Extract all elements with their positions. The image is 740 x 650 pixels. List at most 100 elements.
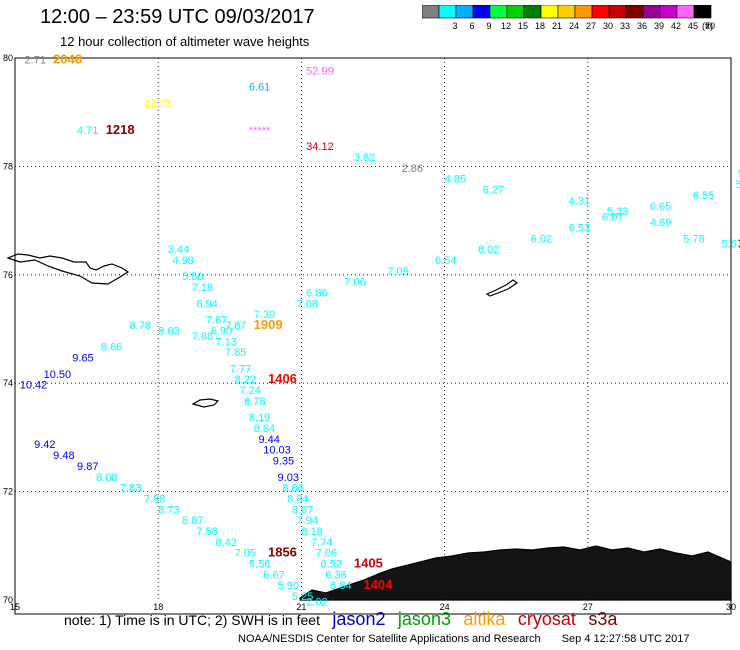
wave-height-label: 8.22: [235, 374, 256, 386]
wave-height-label: 1405: [354, 555, 383, 570]
wave-height-label: 8.87: [182, 515, 203, 527]
wave-height-label: 2048: [53, 51, 82, 66]
satellite-altika: altika: [463, 609, 506, 629]
wave-height-label: 7.67: [225, 320, 246, 332]
wave-height-label: 6.90: [211, 325, 232, 337]
wave-height-label: 2.86: [402, 163, 423, 175]
note-row: note: 1) Time is in UTC; 2) SWH is in fe…: [64, 609, 617, 630]
wave-height-label: 7.83: [120, 483, 141, 495]
wave-height-label: 5.50: [182, 271, 203, 283]
wave-height-label: 6.27: [483, 185, 504, 197]
wave-height-label: 6.53: [569, 222, 590, 234]
wave-height-label: 9.65: [72, 353, 93, 365]
wave-height-label: 6.55: [693, 190, 714, 202]
footer: NOAA/NESDIS Center for Satellite Applica…: [238, 633, 690, 645]
norway-coast: [299, 545, 732, 601]
wave-height-label: 7.56: [196, 526, 217, 538]
lon-tick-label: 30: [726, 602, 736, 612]
lat-tick-label: 78: [3, 161, 13, 171]
wave-height-label: 1218: [106, 122, 135, 137]
wave-height-label: *****: [249, 125, 271, 137]
legend-tick-label: 30: [603, 21, 613, 31]
note-text: note: 1) Time is in UTC; 2) SWH is in fe…: [64, 612, 320, 628]
legend-tick-label: 45: [688, 21, 698, 31]
wave-height-label: 10.03: [263, 445, 291, 457]
legend-tick-label: 36: [637, 21, 647, 31]
wave-height-label: 9.44: [258, 434, 279, 446]
wave-height-label: 6.02: [478, 244, 499, 256]
lat-tick-label: 70: [3, 595, 13, 605]
wave-height-label: 8.08: [96, 472, 117, 484]
satellite-cryosat: cryosat: [517, 609, 576, 629]
wave-height-label: 7.85: [225, 347, 246, 359]
wave-height-label: 6.54: [435, 255, 456, 267]
lon-tick-label: 18: [153, 602, 163, 612]
wave-height-label: 6.52: [320, 558, 341, 570]
wave-height-label: 7.06: [344, 277, 365, 289]
lon-tick-label: 15: [10, 602, 20, 612]
wave-height-label: 9.87: [77, 461, 98, 473]
wave-height-label: 7.18: [192, 282, 213, 294]
wave-height-label: 1909: [254, 317, 283, 332]
wave-height-label: 7.67: [206, 315, 227, 327]
wave-height-label: 8.42: [215, 537, 236, 549]
wave-height-label: 34.12: [306, 141, 334, 153]
wave-height-label: 7.05: [235, 548, 256, 560]
lat-tick-label: 80: [3, 53, 13, 63]
wave-height-label: 5.80: [736, 179, 740, 191]
wave-height-label: 9.35: [273, 456, 294, 468]
lat-tick-label: 74: [3, 378, 13, 388]
wave-height-label: 4.31: [569, 195, 590, 207]
wave-height-label: 6.94: [196, 298, 217, 310]
legend-tick-label: 39: [654, 21, 664, 31]
wave-height-label: 7.24: [239, 385, 260, 397]
lon-tick-label: 24: [440, 602, 450, 612]
svalbard-coast: [6, 253, 130, 285]
wave-height-label: 52.99: [306, 65, 334, 77]
wave-height-label: 5.56: [249, 558, 270, 570]
legend-tick-label: 27: [586, 21, 596, 31]
wave-height-label: 4.71: [77, 125, 98, 137]
wave-height-label: 6.65: [650, 201, 671, 213]
satellite-s3a: s3a: [588, 609, 618, 629]
lon-tick-label: 21: [296, 602, 306, 612]
wave-height-label: 7.05: [387, 266, 408, 278]
wave-height-label: 8.78: [130, 320, 151, 332]
kong-karls-coast: [485, 279, 519, 297]
wave-height-label: 9.48: [53, 450, 74, 462]
wave-height-label: 1406: [268, 371, 297, 386]
legend-tick-label: 3: [452, 21, 457, 31]
coastlines: [6, 253, 732, 601]
legend-tick-label: 21: [552, 21, 562, 31]
lat-tick-label: 76: [3, 270, 13, 280]
axis-tick-labels: 15 18 21 24 27 30 80 78 76 74 72 70: [3, 53, 736, 612]
wave-height-label: 10.50: [44, 369, 72, 381]
footer-credit: NOAA/NESDIS Center for Satellite Applica…: [238, 633, 541, 645]
legend-tick-label: 42: [671, 21, 681, 31]
wave-height-label: 7.13: [215, 336, 236, 348]
wave-height-label: 4.98: [173, 255, 194, 267]
lat-tick-label: 72: [3, 487, 13, 497]
wave-height-label: 7.30: [254, 309, 275, 321]
wave-height-label: 7.74: [311, 537, 332, 549]
wave-height-label: 6.36: [325, 569, 346, 581]
wave-height-label: 8.86: [282, 483, 303, 495]
wave-height-label: 6.84: [330, 580, 351, 592]
wave-height-label: 8.66: [101, 342, 122, 354]
wave-height-label: 8.67: [292, 504, 313, 516]
wave-height-label: 4.89: [650, 217, 671, 229]
legend-tick-label: 6: [469, 21, 474, 31]
wave-height-label: 9.42: [34, 439, 55, 451]
legend-tick-label: 15: [518, 21, 528, 31]
wave-height-label: 5.33: [607, 206, 628, 218]
map-frame: [14, 57, 732, 615]
wave-height-label: 6.67: [263, 569, 284, 581]
wave-height-label: 6.07: [602, 212, 623, 224]
wave-height-label: 6.61: [249, 82, 270, 94]
wave-height-label: 8.84: [254, 423, 275, 435]
wave-height-label: 6.86: [306, 287, 327, 299]
grid-lines: [15, 58, 731, 600]
legend-tick-label: 33: [620, 21, 630, 31]
legend-unit-label: (ft): [702, 21, 713, 31]
color-scale-legend: 3 6 9 12 15 18 21 24 27 30 33 36 39 42 45 70(ft): [422, 5, 715, 31]
